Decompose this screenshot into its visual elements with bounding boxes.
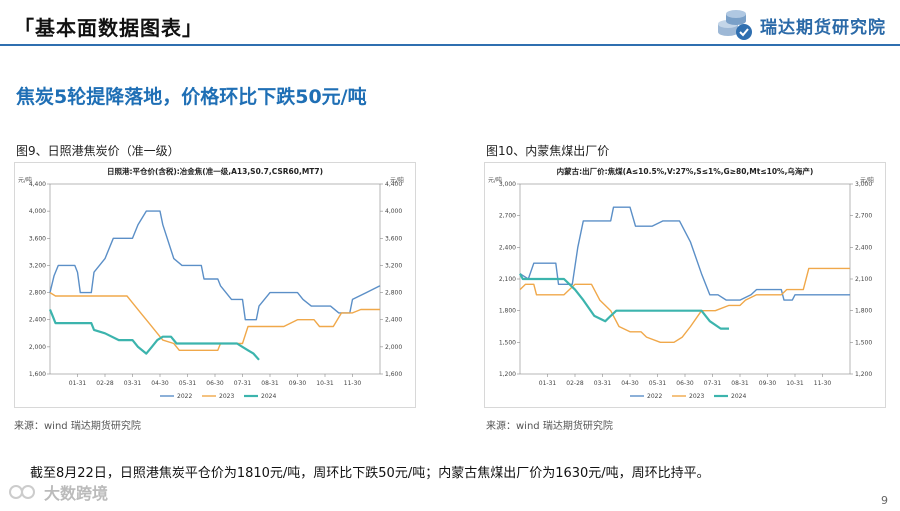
figure-9-source: 来源：wind 瑞达期货研究院 (14, 421, 141, 432)
y-tick-label-right: 2,800 (385, 290, 402, 297)
chart-rizhao-coke: 日照港:平仓价(含税):冶金焦(准一级,A13,S0.7,CSR60,MT7) 元… (14, 162, 416, 408)
y-tick-label-right: 4,000 (385, 208, 402, 215)
y-unit-right: 元/吨 (390, 176, 404, 184)
x-tick-label: 10-31 (786, 380, 804, 387)
page-number: 9 (881, 494, 888, 507)
y-tick-label-left: 3,200 (29, 262, 46, 269)
watermark-text: 大数跨境 (44, 484, 109, 503)
y-tick-label-right: 1,800 (855, 308, 872, 315)
x-tick-label: 07-31 (704, 380, 722, 387)
x-tick-label: 06-30 (676, 380, 694, 387)
y-tick-label-left: 3,600 (29, 235, 46, 242)
watermark-logo-icon (9, 485, 35, 499)
series-line-2022 (519, 206, 850, 301)
y-tick-label-left: 4,400 (29, 181, 46, 188)
y-tick-label-right: 4,400 (385, 181, 402, 188)
x-tick-label: 11-30 (344, 380, 362, 387)
y-tick-label-right: 1,500 (855, 339, 872, 346)
y-tick-label-left: 2,400 (499, 244, 516, 251)
page-title: 「基本面数据图表」 (14, 16, 203, 40)
watermark: 大数跨境 (8, 480, 108, 504)
y-tick-label-left: 2,000 (29, 344, 46, 351)
chart-neimenggu-coal: 内蒙古:出厂价:焦煤(A≤10.5%,V:27%,S≤1%,G≥80,Mt≤10… (484, 162, 886, 408)
legend-label-2022: 2022 (647, 393, 662, 400)
x-tick-label: 08-31 (261, 380, 279, 387)
y-tick-label-left: 2,800 (29, 290, 46, 297)
x-tick-label: 03-31 (124, 380, 142, 387)
y-tick-label-right: 3,200 (385, 262, 402, 269)
x-tick-label: 04-30 (151, 380, 169, 387)
chart-title: 内蒙古:出厂价:焦煤(A≤10.5%,V:27%,S≤1%,G≥80,Mt≤10… (557, 166, 814, 176)
y-tick-label-left: 1,500 (499, 339, 516, 346)
y-tick-label-right: 2,400 (855, 244, 872, 251)
section-subtitle: 焦炭5轮提降落地，价格环比下跌50元/吨 (16, 86, 367, 108)
x-tick-label: 01-31 (539, 380, 557, 387)
legend-label-2023: 2023 (219, 393, 234, 400)
legend-label-2023: 2023 (689, 393, 704, 400)
chart-title: 日照港:平仓价(含税):冶金焦(准一级,A13,S0.7,CSR60,MT7) (107, 166, 323, 176)
legend-label-2024: 2024 (731, 393, 746, 400)
legend-label-2024: 2024 (261, 393, 276, 400)
legend-label-2022: 2022 (177, 393, 192, 400)
series-line-2023 (519, 267, 850, 343)
y-tick-label-left: 1,200 (499, 371, 516, 378)
x-tick-label: 08-31 (731, 380, 749, 387)
x-tick-label: 09-30 (289, 380, 307, 387)
y-tick-label-left: 2,400 (29, 317, 46, 324)
brand-name: 瑞达期货研究院 (760, 17, 886, 38)
coins-icon (718, 10, 752, 40)
x-tick-label: 03-31 (594, 380, 612, 387)
y-tick-label-right: 1,200 (855, 371, 872, 378)
x-tick-label: 06-30 (206, 380, 224, 387)
y-unit-left: 元/吨 (18, 176, 32, 184)
y-tick-label-right: 3,600 (385, 235, 402, 242)
plot-area (519, 183, 851, 375)
y-tick-label-left: 2,100 (499, 276, 516, 283)
y-tick-label-right: 2,100 (855, 276, 872, 283)
y-tick-label-left: 1,600 (29, 371, 46, 378)
x-tick-label: 05-31 (179, 380, 197, 387)
y-tick-label-right: 2,400 (385, 317, 402, 324)
x-tick-label: 02-28 (566, 380, 584, 387)
y-tick-label-left: 2,700 (499, 213, 516, 220)
x-tick-label: 02-28 (96, 380, 114, 387)
figure-9-label: 图9、日照港焦炭价（准一级） (16, 144, 180, 158)
y-tick-label-left: 4,000 (29, 208, 46, 215)
brand-logo: 瑞达期货研究院 (714, 8, 886, 42)
x-tick-label: 11-30 (814, 380, 832, 387)
x-tick-label: 05-31 (649, 380, 667, 387)
y-tick-label-right: 1,600 (385, 371, 402, 378)
chart-rizhao-coke-svg: 日照港:平仓价(含税):冶金焦(准一级,A13,S0.7,CSR60,MT7) 元… (14, 162, 416, 408)
y-tick-label-right: 3,000 (855, 181, 872, 188)
header-divider (0, 44, 900, 46)
series-line-2024 (519, 273, 729, 330)
x-tick-label: 09-30 (759, 380, 777, 387)
series-line-2022 (49, 210, 381, 321)
y-unit-left: 元/吨 (488, 176, 502, 184)
x-tick-label: 04-30 (621, 380, 639, 387)
y-tick-label-left: 3,000 (499, 181, 516, 188)
y-tick-label-left: 1,800 (499, 308, 516, 315)
y-tick-label-right: 2,000 (385, 344, 402, 351)
series-line-2023 (49, 292, 380, 351)
figure-10-source: 来源：wind 瑞达期货研究院 (486, 421, 613, 432)
chart-neimenggu-coal-svg: 内蒙古:出厂价:焦煤(A≤10.5%,V:27%,S≤1%,G≥80,Mt≤10… (484, 162, 886, 408)
x-tick-label: 01-31 (69, 380, 87, 387)
summary-text: 截至8月22日，日照港焦炭平仓价为1810元/吨，周环比下跌50元/吨；内蒙古焦… (30, 466, 710, 481)
series-line-2024 (48, 309, 260, 361)
y-tick-label-right: 2,700 (855, 213, 872, 220)
figure-10-label: 图10、内蒙焦煤出厂价 (486, 144, 610, 158)
x-tick-label: 07-31 (234, 380, 252, 387)
x-tick-label: 10-31 (316, 380, 334, 387)
y-unit-right: 元/吨 (860, 176, 874, 184)
